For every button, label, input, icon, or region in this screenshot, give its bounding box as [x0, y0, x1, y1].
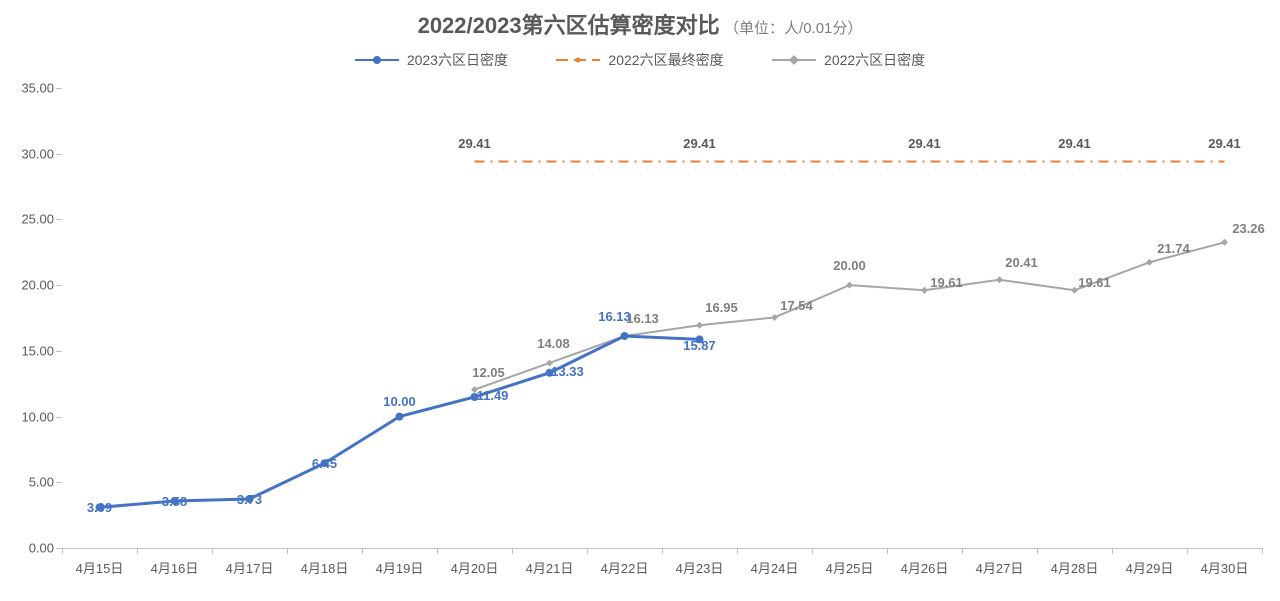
- chart-legend: 2023六区日密度 2022六区最终密度 2022六区日密度: [0, 48, 1280, 70]
- legend-item-2022-daily: 2022六区日密度: [772, 50, 925, 70]
- y-axis-tick-label: 35.00: [4, 81, 54, 96]
- series-marker: [1221, 239, 1228, 246]
- data-label: 29.41: [1058, 136, 1091, 151]
- chart-title-sub: （单位：人/0.01分）: [724, 20, 862, 37]
- data-label: 29.41: [1208, 136, 1241, 151]
- data-label: 16.95: [705, 300, 738, 315]
- data-label: 16.13: [598, 309, 631, 324]
- chart-title: 2022/2023第六区估算密度对比 （单位：人/0.01分）: [0, 8, 1280, 40]
- series-marker: [846, 282, 853, 289]
- legend-swatch-line-icon: [355, 59, 399, 61]
- series-line-s2023: [100, 336, 700, 507]
- legend-swatch-line-icon: [772, 59, 816, 61]
- plot-area: 0.005.0010.0015.0020.0025.0030.0035.004月…: [62, 88, 1262, 588]
- data-label: 16.13: [626, 311, 659, 326]
- x-axis-tick-label: 4月18日: [301, 558, 349, 588]
- legend-label: 2023六区日密度: [407, 50, 508, 70]
- legend-label: 2022六区日密度: [824, 50, 925, 70]
- x-axis-tick-label: 4月23日: [676, 558, 724, 588]
- x-axis-tick-label: 4月15日: [76, 558, 124, 588]
- data-label: 6.45: [312, 456, 337, 471]
- chart-title-main: 2022/2023第六区估算密度对比: [418, 13, 720, 38]
- y-axis-tick-label: 30.00: [4, 146, 54, 161]
- data-label: 3.73: [237, 492, 262, 507]
- data-label: 29.41: [458, 136, 491, 151]
- data-label: 20.00: [833, 258, 866, 273]
- series-marker: [771, 314, 778, 321]
- series-marker: [1146, 259, 1153, 266]
- x-axis-tick-label: 4月16日: [151, 558, 199, 588]
- data-label: 21.74: [1157, 241, 1190, 256]
- x-axis-tick-label: 4月19日: [376, 558, 424, 588]
- series-marker: [921, 287, 928, 294]
- data-label: 19.61: [930, 275, 963, 290]
- legend-swatch-dash-icon: [556, 59, 600, 61]
- series-marker: [1071, 287, 1078, 294]
- y-axis-tick-label: 10.00: [4, 409, 54, 424]
- data-label: 19.61: [1078, 275, 1111, 290]
- data-label: 29.41: [683, 136, 716, 151]
- legend-label: 2022六区最终密度: [608, 50, 723, 70]
- y-axis-tick-label: 5.00: [4, 475, 54, 490]
- x-axis-tick-label: 4月26日: [901, 558, 949, 588]
- x-axis-tick-label: 4月29日: [1126, 558, 1174, 588]
- data-label: 11.49: [477, 388, 509, 403]
- x-axis-tick-label: 4月28日: [1051, 558, 1099, 588]
- x-axis-tick-label: 4月20日: [451, 558, 499, 588]
- series-marker: [621, 332, 629, 340]
- chart-svg: [62, 88, 1262, 588]
- y-axis-tick-label: 0.00: [4, 541, 54, 556]
- data-label: 15.87: [683, 338, 716, 353]
- y-axis-tick-label: 20.00: [4, 278, 54, 293]
- x-axis-tick-label: 4月24日: [751, 558, 799, 588]
- data-label: 12.05: [472, 365, 505, 380]
- x-axis-tick-label: 4月30日: [1201, 558, 1249, 588]
- x-axis-tick-label: 4月22日: [601, 558, 649, 588]
- series-marker: [996, 276, 1003, 283]
- x-axis-tick-label: 4月27日: [976, 558, 1024, 588]
- data-label: 23.26: [1232, 221, 1265, 236]
- data-label: 10.00: [383, 394, 416, 409]
- legend-item-2023: 2023六区日密度: [355, 50, 508, 70]
- data-label: 3.58: [162, 494, 187, 509]
- y-axis-tick-label: 25.00: [4, 212, 54, 227]
- data-label: 29.41: [908, 136, 941, 151]
- series-marker: [696, 322, 703, 329]
- y-axis-tick-label: 15.00: [4, 343, 54, 358]
- data-label: 20.41: [1005, 255, 1038, 270]
- data-label: 13.33: [551, 364, 584, 379]
- data-label: 17.54: [780, 298, 813, 313]
- series-marker: [396, 413, 404, 421]
- legend-item-2022-final: 2022六区最终密度: [556, 50, 723, 70]
- x-axis-tick-label: 4月17日: [226, 558, 274, 588]
- x-axis-tick-label: 4月25日: [826, 558, 874, 588]
- x-axis-tick-label: 4月21日: [526, 558, 574, 588]
- density-chart: 2022/2023第六区估算密度对比 （单位：人/0.01分） 2023六区日密…: [0, 0, 1280, 601]
- data-label: 14.08: [537, 336, 570, 351]
- data-label: 3.09: [87, 500, 112, 515]
